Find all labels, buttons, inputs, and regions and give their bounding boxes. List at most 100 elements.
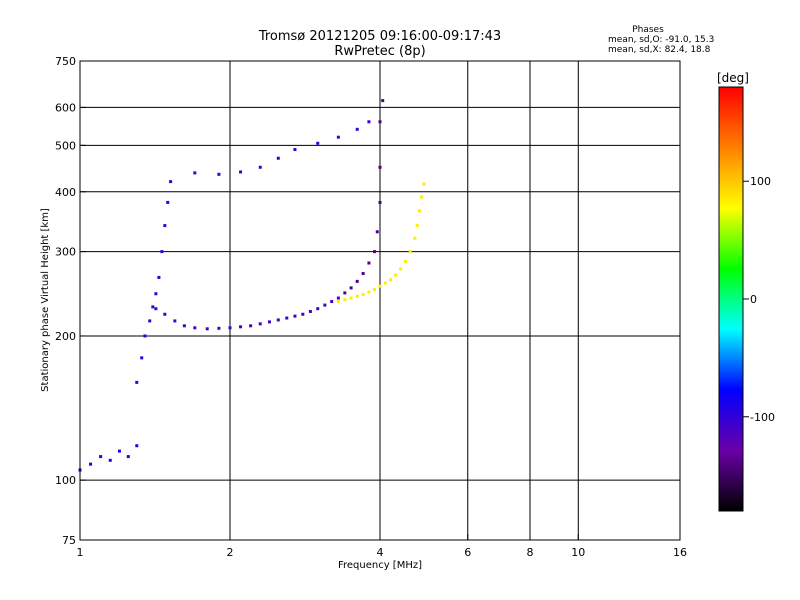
data-point bbox=[182, 324, 186, 328]
data-point bbox=[378, 200, 382, 204]
data-point bbox=[336, 300, 340, 304]
stats-line-o: mean, sd,O: -91.0, 15.3 bbox=[608, 35, 714, 45]
data-point bbox=[417, 209, 421, 213]
data-point bbox=[316, 141, 320, 145]
data-point bbox=[126, 455, 130, 459]
data-point bbox=[239, 325, 243, 329]
data-point bbox=[378, 284, 382, 288]
chart-subtitle: RwPretec (8p) bbox=[334, 44, 425, 59]
data-point bbox=[383, 281, 387, 285]
x-tick-label: 10 bbox=[571, 546, 585, 559]
data-point bbox=[169, 180, 173, 184]
data-point bbox=[293, 314, 297, 318]
data-point bbox=[413, 236, 417, 240]
y-tick-label: 300 bbox=[55, 246, 76, 259]
data-point bbox=[258, 165, 262, 169]
data-point bbox=[205, 327, 209, 331]
data-point bbox=[420, 195, 424, 199]
data-point bbox=[415, 224, 419, 228]
colorbar-ticks: 100 0 -100 bbox=[743, 175, 775, 424]
data-point bbox=[276, 156, 280, 160]
data-point bbox=[361, 272, 365, 276]
data-point bbox=[239, 170, 243, 174]
data-point bbox=[148, 319, 152, 323]
data-point bbox=[373, 288, 377, 292]
data-point bbox=[336, 135, 340, 139]
data-point bbox=[193, 171, 197, 175]
data-point bbox=[135, 444, 139, 448]
stats-heading: Phases bbox=[632, 25, 664, 35]
data-point bbox=[228, 326, 232, 330]
data-point bbox=[343, 298, 347, 302]
colorbar-tick-label: 0 bbox=[750, 293, 757, 306]
data-point bbox=[343, 291, 347, 295]
data-point bbox=[276, 318, 280, 322]
data-point bbox=[160, 250, 164, 254]
data-point bbox=[381, 99, 385, 103]
data-point bbox=[166, 200, 170, 204]
data-point bbox=[173, 319, 177, 323]
data-point bbox=[422, 182, 426, 186]
data-point bbox=[367, 290, 371, 294]
data-point bbox=[217, 326, 221, 330]
data-point bbox=[349, 286, 353, 290]
data-point bbox=[394, 273, 398, 277]
data-point bbox=[378, 120, 382, 124]
data-point bbox=[140, 356, 144, 360]
x-tick-label: 1 bbox=[77, 546, 84, 559]
data-points bbox=[78, 99, 426, 472]
colorbar bbox=[719, 87, 743, 511]
data-point bbox=[355, 127, 359, 131]
data-point bbox=[389, 278, 393, 282]
data-point bbox=[323, 303, 327, 307]
data-point bbox=[258, 322, 262, 326]
y-tick-label: 200 bbox=[55, 330, 76, 343]
data-point bbox=[355, 279, 359, 283]
data-point bbox=[408, 250, 412, 254]
data-point bbox=[403, 260, 407, 264]
data-point bbox=[117, 449, 121, 453]
chart-title: Tromsø 20121205 09:16:00-09:17:43 bbox=[258, 29, 501, 44]
data-point bbox=[99, 455, 103, 459]
x-tick-label: 8 bbox=[527, 546, 534, 559]
colorbar-tick-label: 100 bbox=[750, 175, 771, 188]
data-point bbox=[330, 300, 334, 304]
data-point bbox=[193, 326, 197, 330]
x-tick-label: 6 bbox=[464, 546, 471, 559]
y-tick-label: 75 bbox=[62, 534, 76, 547]
data-point bbox=[157, 275, 161, 279]
stats-line-x: mean, sd,X: 82.4, 18.8 bbox=[608, 45, 711, 55]
data-point bbox=[89, 462, 93, 466]
data-point bbox=[349, 296, 353, 300]
x-tick-label: 16 bbox=[673, 546, 687, 559]
data-point bbox=[135, 380, 139, 384]
data-point bbox=[367, 120, 371, 124]
data-point bbox=[151, 305, 155, 309]
data-point bbox=[373, 250, 377, 254]
data-point bbox=[217, 172, 221, 176]
data-point bbox=[249, 324, 253, 328]
axis-ticks: 1 2 4 6 8 10 16 75 100 200 300 400 500 600 750 bbox=[55, 55, 687, 559]
data-point bbox=[336, 296, 340, 300]
data-point bbox=[378, 165, 382, 169]
x-tick-label: 2 bbox=[227, 546, 234, 559]
data-point bbox=[375, 230, 379, 234]
y-tick-label: 100 bbox=[55, 474, 76, 487]
data-point bbox=[267, 320, 271, 324]
data-point bbox=[163, 224, 167, 228]
data-point bbox=[301, 312, 305, 316]
colorbar-tick-label: -100 bbox=[750, 411, 775, 424]
data-point bbox=[308, 309, 312, 313]
x-axis-label: Frequency [MHz] bbox=[338, 560, 422, 571]
data-point bbox=[143, 334, 147, 338]
data-point bbox=[361, 293, 365, 297]
data-point bbox=[367, 261, 371, 265]
y-tick-label: 750 bbox=[55, 55, 76, 68]
data-point bbox=[293, 148, 297, 152]
data-point bbox=[108, 458, 112, 462]
data-point bbox=[355, 294, 359, 298]
colorbar-label: [deg] bbox=[717, 71, 749, 85]
data-point bbox=[154, 307, 158, 311]
